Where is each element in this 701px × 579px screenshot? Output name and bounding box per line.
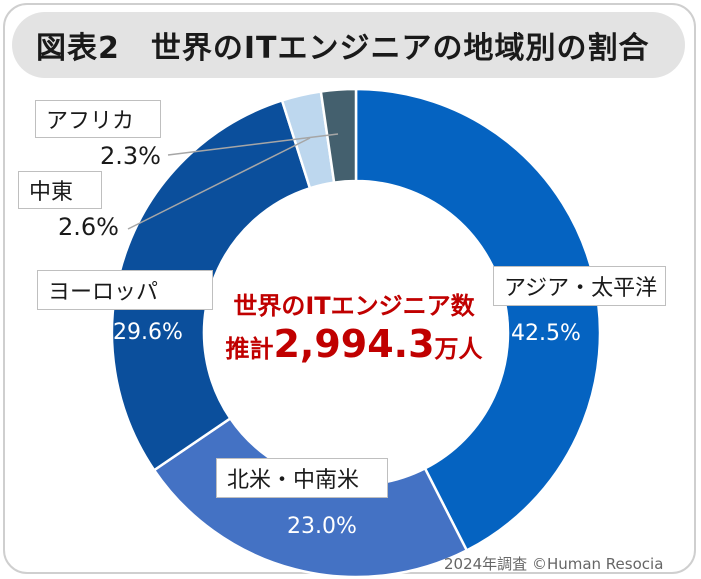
label-text-asia-pacific: アジア・太平洋 <box>504 276 658 301</box>
value-label-europe: 29.6% <box>113 320 183 345</box>
center-heading: 世界のITエンジニア数 <box>233 292 475 320</box>
center-suffix: 万人 <box>434 335 483 363</box>
label-text-americas: 北米・中南米 <box>227 468 360 493</box>
legend-label-asia-pacific: アジア・太平洋 <box>493 266 666 306</box>
title-bar: 図表2 世界のITエンジニアの地域別の割合 <box>12 12 685 78</box>
label-text-middle-east: 中東 <box>29 180 74 205</box>
slice-africa <box>319 87 358 185</box>
legend-label-americas: 北米・中南米 <box>216 458 388 498</box>
chart-title: 図表2 世界のITエンジニアの地域別の割合 <box>36 31 650 66</box>
center-value: 2,994.3 <box>273 322 435 366</box>
legend-label-middle-east: 中東 <box>18 171 102 209</box>
label-text-europe: ヨーロッパ <box>48 280 159 305</box>
center-total: 推計2,994.3万人 <box>214 322 494 366</box>
leader-line-middle-east <box>127 137 311 230</box>
value-label-americas: 23.0% <box>287 514 357 539</box>
value-label-africa: 2.3% <box>100 142 161 170</box>
center-prefix: 推計 <box>225 335 274 363</box>
legend-label-europe: ヨーロッパ <box>37 270 213 310</box>
value-label-middle-east: 2.6% <box>58 213 119 241</box>
label-text-africa: アフリカ <box>46 109 135 134</box>
slice-asia-pacific <box>354 87 602 553</box>
legend-label-africa: アフリカ <box>35 100 161 138</box>
value-label-asia-pacific: 42.5% <box>511 321 581 346</box>
source-credit: 2024年調査 ©Human Resocia <box>444 555 664 573</box>
